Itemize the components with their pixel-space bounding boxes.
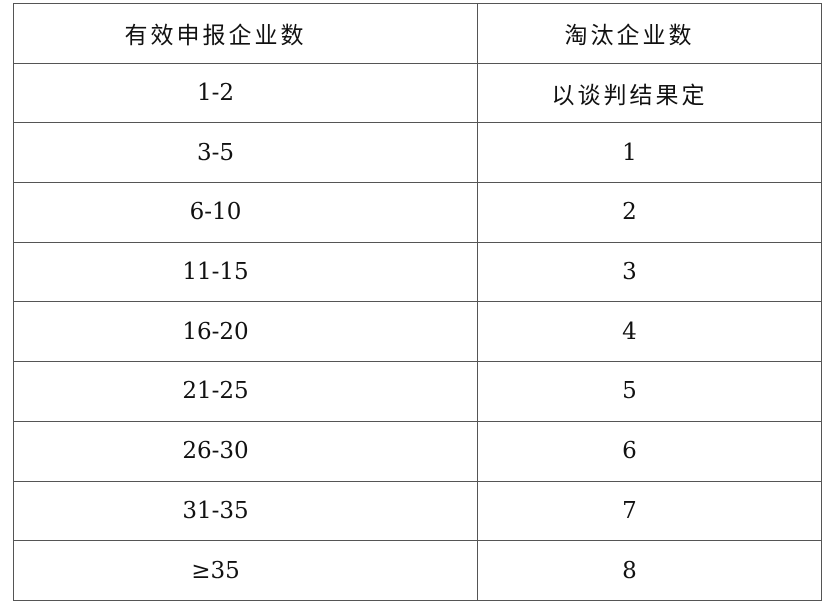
eliminated-count-cell: 4 [477, 301, 822, 363]
eliminated-count-cell: 8 [477, 540, 822, 601]
applicant-range-cell: 21-25 [13, 361, 478, 422]
table-row: 6-10 2 [13, 182, 822, 243]
applicant-range-cell: 26-30 [13, 420, 478, 482]
eliminated-count-cell: 3 [477, 241, 822, 303]
table-row: 26-30 6 [13, 420, 822, 482]
applicant-range-cell: 6-10 [13, 182, 478, 243]
applicant-range-cell: 3-5 [13, 122, 478, 184]
table-row: 11-15 3 [13, 241, 822, 303]
eliminated-count-cell: 6 [477, 420, 822, 482]
applicant-range-cell: ≥35 [13, 540, 478, 601]
table-row: ≥35 8 [13, 540, 822, 601]
applicant-range-cell: 11-15 [13, 241, 478, 303]
table-row: 16-20 4 [13, 301, 822, 363]
applicant-range-cell: 1-2 [13, 62, 478, 124]
table-row: 3-5 1 [13, 122, 822, 184]
header-valid-applicants: 有效申报企业数 [13, 3, 478, 64]
eliminated-count-cell: 7 [477, 480, 822, 542]
applicant-range-cell: 16-20 [13, 301, 478, 363]
eliminated-count-cell: 以谈判结果定 [477, 62, 822, 124]
table-row: 21-25 5 [13, 361, 822, 422]
eliminated-count-cell: 5 [477, 361, 822, 422]
header-row: 有效申报企业数 淘汰企业数 [13, 3, 822, 64]
table-row: 1-2 以谈判结果定 [13, 62, 822, 124]
eliminated-count-cell: 2 [477, 182, 822, 243]
elimination-table: 有效申报企业数 淘汰企业数 1-2 以谈判结果定 3-5 1 6-10 2 11-15 3 16… [13, 3, 822, 601]
table-row: 31-35 7 [13, 480, 822, 542]
header-eliminated: 淘汰企业数 [477, 3, 822, 64]
applicant-range-cell: 31-35 [13, 480, 478, 542]
eliminated-count-cell: 1 [477, 122, 822, 184]
